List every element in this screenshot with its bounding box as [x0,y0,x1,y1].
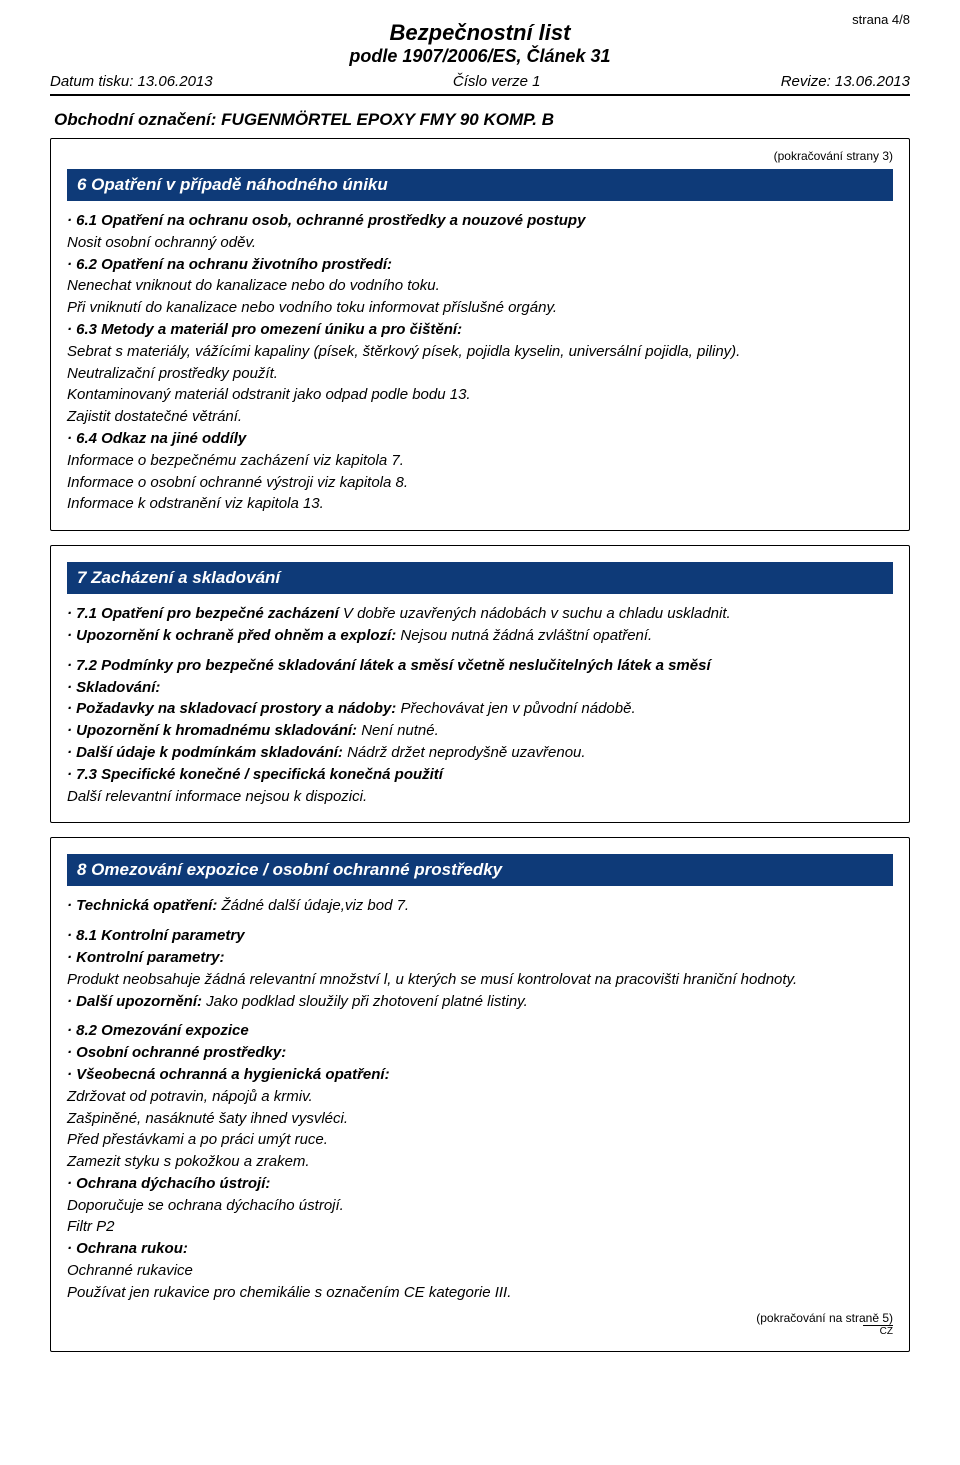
s8-vse: · Všeobecná ochranná a hygienická opatře… [67,1065,893,1085]
continuation-from: (pokračování strany 3) [67,149,893,163]
s7-7: · Další údaje k podmínkám skladování: Ná… [67,743,893,763]
s8-1h: · 8.1 Kontrolní parametry [67,926,893,946]
s6-3-t1: Sebrat s materiály, vážícími kapaliny (p… [67,342,893,362]
section-8-header: 8 Omezování expozice / osobní ochranné p… [67,854,893,886]
doc-title: Bezpečnostní list [50,20,910,46]
doc-subtitle: podle 1907/2006/ES, Článek 31 [50,46,910,67]
s7-8: · 7.3 Specifické konečné / specifická ko… [67,765,893,785]
s6-3-t3: Kontaminovaný materiál odstranit jako od… [67,385,893,405]
s6-2-h: · 6.2 Opatření na ochranu životního pros… [67,255,893,275]
continuation-to: (pokračování na straně 5) [67,1311,893,1325]
s7-3: · 7.2 Podmínky pro bezpečné skladování l… [67,656,893,676]
s7-6: · Upozornění k hromadnému skladování: Ne… [67,721,893,741]
s6-3-h: · 6.3 Metody a materiál pro omezení únik… [67,320,893,340]
s7-8t: Další relevantní informace nejsou k disp… [67,787,893,807]
lang-tag: CZ [863,1325,893,1337]
section-8-box: 8 Omezování expozice / osobní ochranné p… [50,837,910,1351]
version: Číslo verze 1 [453,73,541,90]
s6-4-t1: Informace o bezpečnému zacházení viz kap… [67,451,893,471]
s7-2: · Upozornění k ochraně před ohněm a expl… [67,626,893,646]
s8-kp-t: Produkt neobsahuje žádná relevantní množ… [67,970,893,990]
s7-5: · Požadavky na skladovací prostory a nád… [67,699,893,719]
s6-1-t: Nosit osobní ochranný oděv. [67,233,893,253]
product-name: Obchodní označení: FUGENMÖRTEL EPOXY FMY… [54,110,910,130]
s8-vse4: Zamezit styku s pokožkou a zrakem. [67,1152,893,1172]
s8-vse3: Před přestávkami a po práci umýt ruce. [67,1130,893,1150]
s6-1-h: · 6.1 Opatření na ochranu osob, ochranné… [67,211,893,231]
print-date: Datum tisku: 13.06.2013 [50,73,213,90]
s8-du: · Další upozornění: Jako podklad sloužil… [67,992,893,1012]
s8-vse2: Zašpiněné, nasáknuté šaty ihned vysvléci… [67,1109,893,1129]
s8-kp: · Kontrolní parametry: [67,948,893,968]
section-6-box: (pokračování strany 3) 6 Opatření v příp… [50,138,910,531]
section-6-header: 6 Opatření v případě náhodného úniku [67,169,893,201]
meta-row: Datum tisku: 13.06.2013 Číslo verze 1 Re… [50,73,910,96]
revision: Revize: 13.06.2013 [781,73,910,90]
s8-odu2: Filtr P2 [67,1217,893,1237]
s6-4-t2: Informace o osobní ochranné výstroji viz… [67,473,893,493]
s8-2h: · 8.2 Omezování expozice [67,1021,893,1041]
s6-4-h: · 6.4 Odkaz na jiné oddíly [67,429,893,449]
s8-or2: Používat jen rukavice pro chemikálie s o… [67,1283,893,1303]
s6-2-t2: Při vniknutí do kanalizace nebo vodního … [67,298,893,318]
s8-or: · Ochrana rukou: [67,1239,893,1259]
section-7-header: 7 Zacházení a skladování [67,562,893,594]
s6-4-t3: Informace k odstranění viz kapitola 13. [67,494,893,514]
s8-oop: · Osobní ochranné prostředky: [67,1043,893,1063]
s8-odu: · Ochrana dýchacího ústrojí: [67,1174,893,1194]
s7-1: · 7.1 Opatření pro bezpečné zacházení V … [67,604,893,624]
s6-3-t2: Neutralizační prostředky použít. [67,364,893,384]
section-7-box: 7 Zacházení a skladování · 7.1 Opatření … [50,545,910,823]
s8-odu1: Doporučuje se ochrana dýchacího ústrojí. [67,1196,893,1216]
s8-or1: Ochranné rukavice [67,1261,893,1281]
s8-vse1: Zdržovat od potravin, nápojů a krmiv. [67,1087,893,1107]
s7-4: · Skladování: [67,678,893,698]
page-number: strana 4/8 [852,12,910,27]
s8-t1: · Technická opatření: Žádné další údaje,… [67,896,893,916]
s6-3-t4: Zajistit dostatečné větrání. [67,407,893,427]
s6-2-t1: Nenechat vniknout do kanalizace nebo do … [67,276,893,296]
